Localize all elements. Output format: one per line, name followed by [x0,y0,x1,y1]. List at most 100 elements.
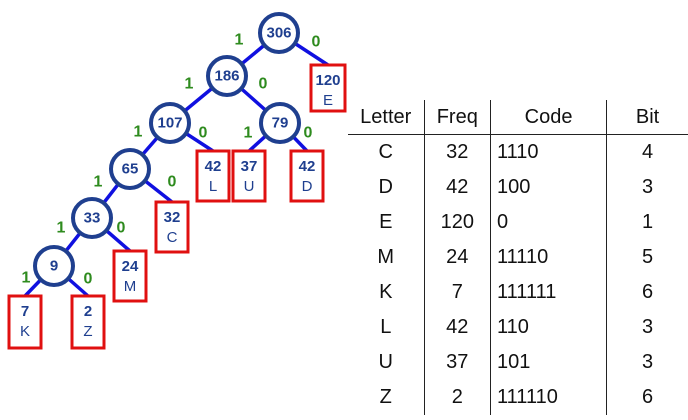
edge-label: 0 [199,125,208,142]
node-value: 33 [84,210,101,227]
cell-freq: 37 [423,345,491,380]
edge-label: 1 [94,174,103,191]
leaf-freq: 37 [241,158,258,175]
tree-node: 9 [33,245,75,287]
leaf-box [195,149,231,203]
leaf-box [309,63,347,113]
table-row: C 32 1110 4 [348,134,688,170]
edge-label: 0 [168,174,177,191]
cell-code: 101 [490,345,607,380]
table-header-row: Letter Freq Code Bit [348,100,688,135]
cell-bit: 6 [606,275,688,310]
cell-bit: 4 [606,134,688,170]
cell-letter: K [379,281,393,303]
node-circle [206,55,248,97]
leaf-freq: 42 [205,158,222,175]
tree-node: 107 [149,102,191,144]
node-value: 9 [50,258,58,275]
tree-leaf: 2Z [70,294,106,350]
edge-label: 1 [134,124,143,141]
tree-node: 79 [259,102,301,144]
tree-leaf: 42 L [195,149,231,203]
cell-freq: 32 [423,134,491,170]
leaf-freq: 42 [299,158,316,175]
cell-code: 110 [490,310,607,345]
node-value: 186 [214,68,239,85]
table-row: M 24 11110 5 [348,240,688,275]
cell-bit: 3 [606,170,688,205]
cell-code: 11110 [490,240,607,275]
cell-code: 111110 [490,380,607,415]
leaf-letter: L [209,178,217,195]
cell-bit: 6 [606,380,688,415]
leaf-letter: C [167,229,178,246]
cell-freq: 2 [423,380,491,415]
cell-bit: 5 [606,240,688,275]
leaf-letter: K [20,323,30,340]
edge-label: 1 [185,76,194,93]
node-circle [33,245,75,287]
node-value: 107 [157,115,182,132]
node-value: 79 [272,115,289,132]
node-circle [259,102,301,144]
leaf-box [231,149,267,203]
tree-nodes: 306 186 107 79 65 33 9 [33,12,301,287]
table-row: D 42 100 3 [348,170,688,205]
cell-letter: U [378,351,393,373]
leaf-box [7,294,43,350]
node-circle [258,12,300,54]
tree-edge-labels: 1 0 1 0 1 0 1 0 1 0 1 0 1 0 [22,32,321,288]
leaf-letter: M [124,278,137,295]
node-circle [109,148,151,190]
cell-bit: 1 [606,205,688,240]
cell-letter: L [380,316,392,338]
leaf-letter: D [302,178,313,195]
table-row: Z 2 111110 6 [348,380,688,415]
cell-freq: 120 [423,205,491,240]
table-row: E 120 0 1 [348,205,688,240]
leaf-box [289,149,325,203]
table-row: K 7 111111 6 [348,275,688,310]
leaf-box [112,249,148,303]
table-row: U 37 101 3 [348,345,688,380]
leaf-freq: 2 [84,303,92,320]
leaf-letter: Z [83,323,92,340]
edge-label: 0 [84,271,93,288]
cell-letter: C [378,141,393,163]
cell-freq: 42 [423,310,491,345]
cell-code: 111111 [490,275,607,310]
edge-label: 0 [304,125,313,142]
header-code: Code [490,100,607,135]
tree-node: 186 [206,55,248,97]
leaf-freq: 7 [21,303,29,320]
header-freq: Freq [423,100,491,135]
edge-label: 1 [57,220,66,237]
cell-letter: Z [379,386,392,408]
tree-leaf: 37 U [231,149,267,203]
tree-leaf: 7K [7,294,43,350]
tree-leaf: 24 M [112,249,148,303]
tree-node: 306 [258,12,300,54]
leaf-freq: 32 [164,209,181,226]
node-value: 65 [122,161,139,178]
node-circle [71,197,113,239]
tree-leaf: 32 C [154,200,190,254]
tree-node: 65 [109,148,151,190]
cell-freq: 7 [423,275,491,310]
tree-leaf: 42 D [289,149,325,203]
header-bit: Bit [606,100,688,135]
edge-label: 0 [312,34,321,51]
header-letter: Letter [348,100,425,135]
leaf-letter: E [323,92,333,109]
edge-label: 0 [259,76,268,93]
leaf-box [154,200,190,254]
cell-letter: M [377,246,395,268]
cell-letter: E [379,211,393,233]
leaf-letter: U [244,178,255,195]
cell-bit: 3 [606,310,688,345]
edge-label: 0 [117,220,126,237]
node-circle [149,102,191,144]
tree-leaf: 120 E [309,63,347,113]
